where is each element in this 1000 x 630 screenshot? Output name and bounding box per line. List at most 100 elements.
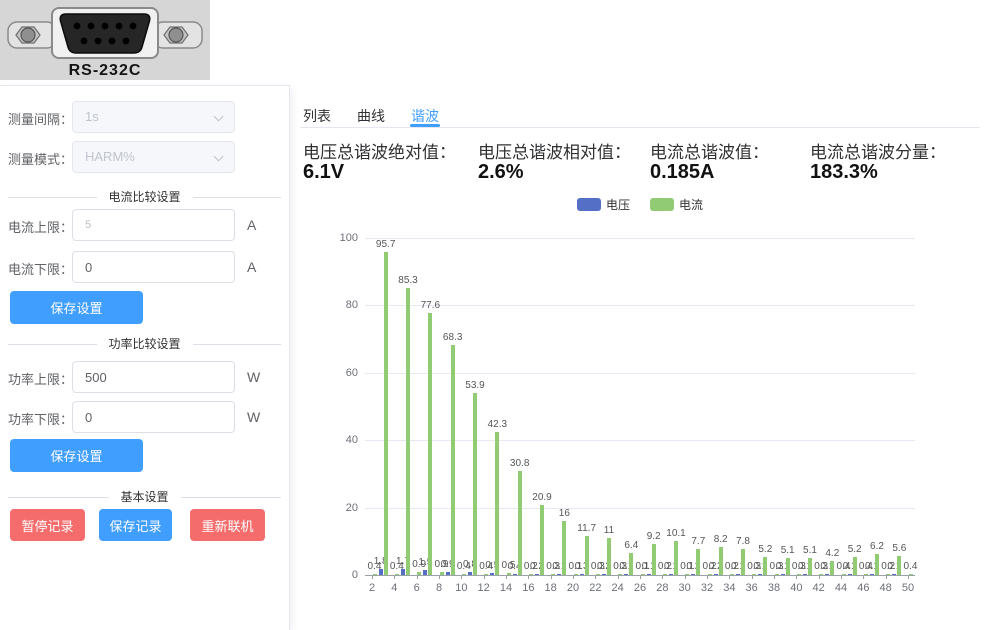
current-bar-value-label: 68.3 <box>442 331 463 343</box>
x-axis-tick-label: 14 <box>499 582 513 594</box>
settings-sidebar: 测量间隔： 1s 测量模式： HARM% 电流比较设置 电流上限： A 电流下限… <box>0 85 290 630</box>
current-bar <box>886 574 891 575</box>
current-bar-value-label: 42.3 <box>487 419 508 431</box>
voltage-bar-value-label: 0.1 <box>731 561 745 572</box>
basic-section-title: 基本设置 <box>108 489 181 505</box>
save-current-settings-button[interactable]: 保存设置 <box>10 291 143 324</box>
current-bar <box>629 553 634 575</box>
x-axis-tick <box>394 575 396 579</box>
current-bar-value-label: 85.3 <box>398 274 418 286</box>
power-upper-label: 功率上限： <box>8 372 74 387</box>
voltage-bar <box>780 574 785 575</box>
x-axis-tick-label: 50 <box>901 582 915 594</box>
current-bar <box>741 548 745 575</box>
x-axis-tick-label: 40 <box>790 582 803 594</box>
voltage-bar <box>512 573 517 575</box>
current-bar-value-label: 0.2 <box>523 561 538 572</box>
voltage-bar <box>847 574 852 575</box>
current-bar <box>819 573 824 575</box>
power-section-divider: 功率比较设置 <box>0 336 289 352</box>
power-lower-input[interactable] <box>72 401 235 433</box>
x-axis-tick <box>439 575 440 579</box>
current-upper-input[interactable] <box>72 209 235 241</box>
legend-item-voltage[interactable]: 电压 <box>576 196 630 213</box>
voltage-bar <box>736 574 740 575</box>
current-bar <box>439 571 444 575</box>
current-bar-value-label: 8.2 <box>713 534 728 546</box>
voltage-bar <box>646 574 651 575</box>
voltage-bar <box>602 574 606 575</box>
voltage-bar-value-label: 0.1 <box>842 561 857 572</box>
voltage-bar <box>579 573 584 575</box>
x-axis-tick-label: 42 <box>812 582 825 594</box>
legend-item-current[interactable]: 电流 <box>650 196 703 213</box>
current-bar <box>875 554 879 575</box>
current-bar-value-label: 0.4 <box>389 560 404 572</box>
current-bar <box>774 573 779 575</box>
current-bar <box>506 573 511 575</box>
stat-current-thd-label: 电流总谐波值： <box>650 143 769 162</box>
current-bar <box>618 573 623 575</box>
stat-voltage-thd-abs-value: 6.1V <box>303 161 345 183</box>
current-lower-input[interactable] <box>72 251 235 283</box>
y-axis-tick-label: 0 <box>351 569 358 581</box>
power-upper-input[interactable] <box>72 361 235 393</box>
x-axis-tick <box>506 575 507 579</box>
tab-list[interactable]: 列表 <box>303 108 331 124</box>
current-bar <box>718 547 723 575</box>
voltage-bar <box>825 574 830 575</box>
y-gridline <box>365 305 915 307</box>
y-gridline <box>365 238 915 239</box>
current-bar <box>707 574 712 575</box>
current-bar <box>473 393 477 575</box>
tab-curve[interactable]: 曲线 <box>357 108 385 124</box>
current-bar <box>517 471 522 575</box>
voltage-legend-label: 电压 <box>605 198 630 212</box>
current-bar <box>406 287 410 575</box>
current-bar <box>484 573 489 575</box>
voltage-bar <box>423 569 428 575</box>
stat-voltage-thd-rel-value: 2.6% <box>478 161 524 183</box>
x-axis-tick-label: 2 <box>368 582 376 594</box>
mode-value: HARM% <box>85 149 135 164</box>
y-axis-tick-label: 80 <box>345 299 358 312</box>
power-section-title: 功率比较设置 <box>96 336 193 352</box>
current-bar <box>796 573 801 575</box>
x-axis-tick <box>640 575 641 579</box>
current-bar <box>908 573 913 575</box>
tab-harmonics[interactable]: 谐波 <box>411 108 439 124</box>
x-axis-tick-label: 16 <box>522 582 535 594</box>
x-axis-tick <box>662 575 664 579</box>
voltage-bar-value-label: 1.8 <box>373 555 388 567</box>
x-axis-tick <box>729 575 731 579</box>
reconnect-button[interactable]: 重新联机 <box>190 509 265 541</box>
save-record-button[interactable]: 保存记录 <box>99 509 172 541</box>
x-axis-tick-label: 30 <box>678 582 691 594</box>
interval-select[interactable]: 1s <box>72 101 235 133</box>
current-bar <box>830 560 835 575</box>
voltage-bar <box>624 574 629 575</box>
voltage-bar-value-label: 1.7 <box>396 556 410 568</box>
interval-row: 测量间隔： 1s <box>0 101 289 133</box>
voltage-bar-value-label: 1.5 <box>418 556 433 568</box>
power-lower-unit: W <box>247 409 261 425</box>
current-bar <box>696 549 701 575</box>
current-lower-unit: A <box>247 259 257 275</box>
current-bar <box>897 556 902 575</box>
mode-select[interactable]: HARM% <box>72 141 235 173</box>
x-axis-tick <box>863 575 865 579</box>
current-bar-value-label: 5.2 <box>758 544 773 556</box>
current-bar <box>461 573 466 575</box>
x-axis-tick-label: 6 <box>413 582 420 594</box>
x-axis-tick <box>908 575 909 579</box>
current-bar-value-label: 0.4 <box>836 560 851 572</box>
save-power-settings-button[interactable]: 保存设置 <box>10 439 143 472</box>
current-bar-value-label: 0.3 <box>769 560 784 572</box>
x-axis-tick <box>573 575 574 579</box>
x-axis-tick <box>796 575 798 579</box>
y-axis-tick-label: 20 <box>345 501 358 514</box>
x-axis-tick <box>550 575 552 579</box>
x-axis-tick-label: 26 <box>633 582 647 594</box>
current-bar <box>551 573 556 575</box>
pause-record-button[interactable]: 暂停记录 <box>10 509 85 541</box>
